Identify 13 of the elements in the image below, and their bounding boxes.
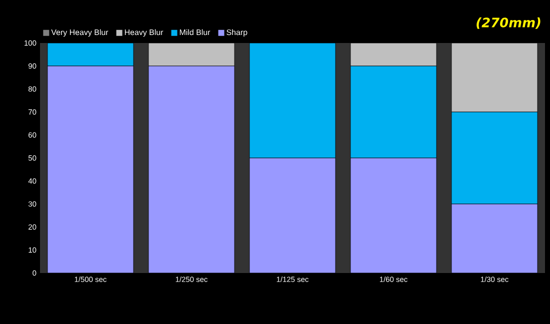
chart-title: (270mm) [476,17,540,29]
bar [47,42,134,66]
bar [249,158,336,273]
bar [451,112,538,204]
bar [350,66,437,158]
bar [47,66,134,273]
bar [249,42,336,158]
bar [451,42,538,112]
bar [451,204,538,273]
bar [148,66,235,273]
bar [350,42,437,66]
bar [350,158,437,273]
bar [148,42,235,66]
